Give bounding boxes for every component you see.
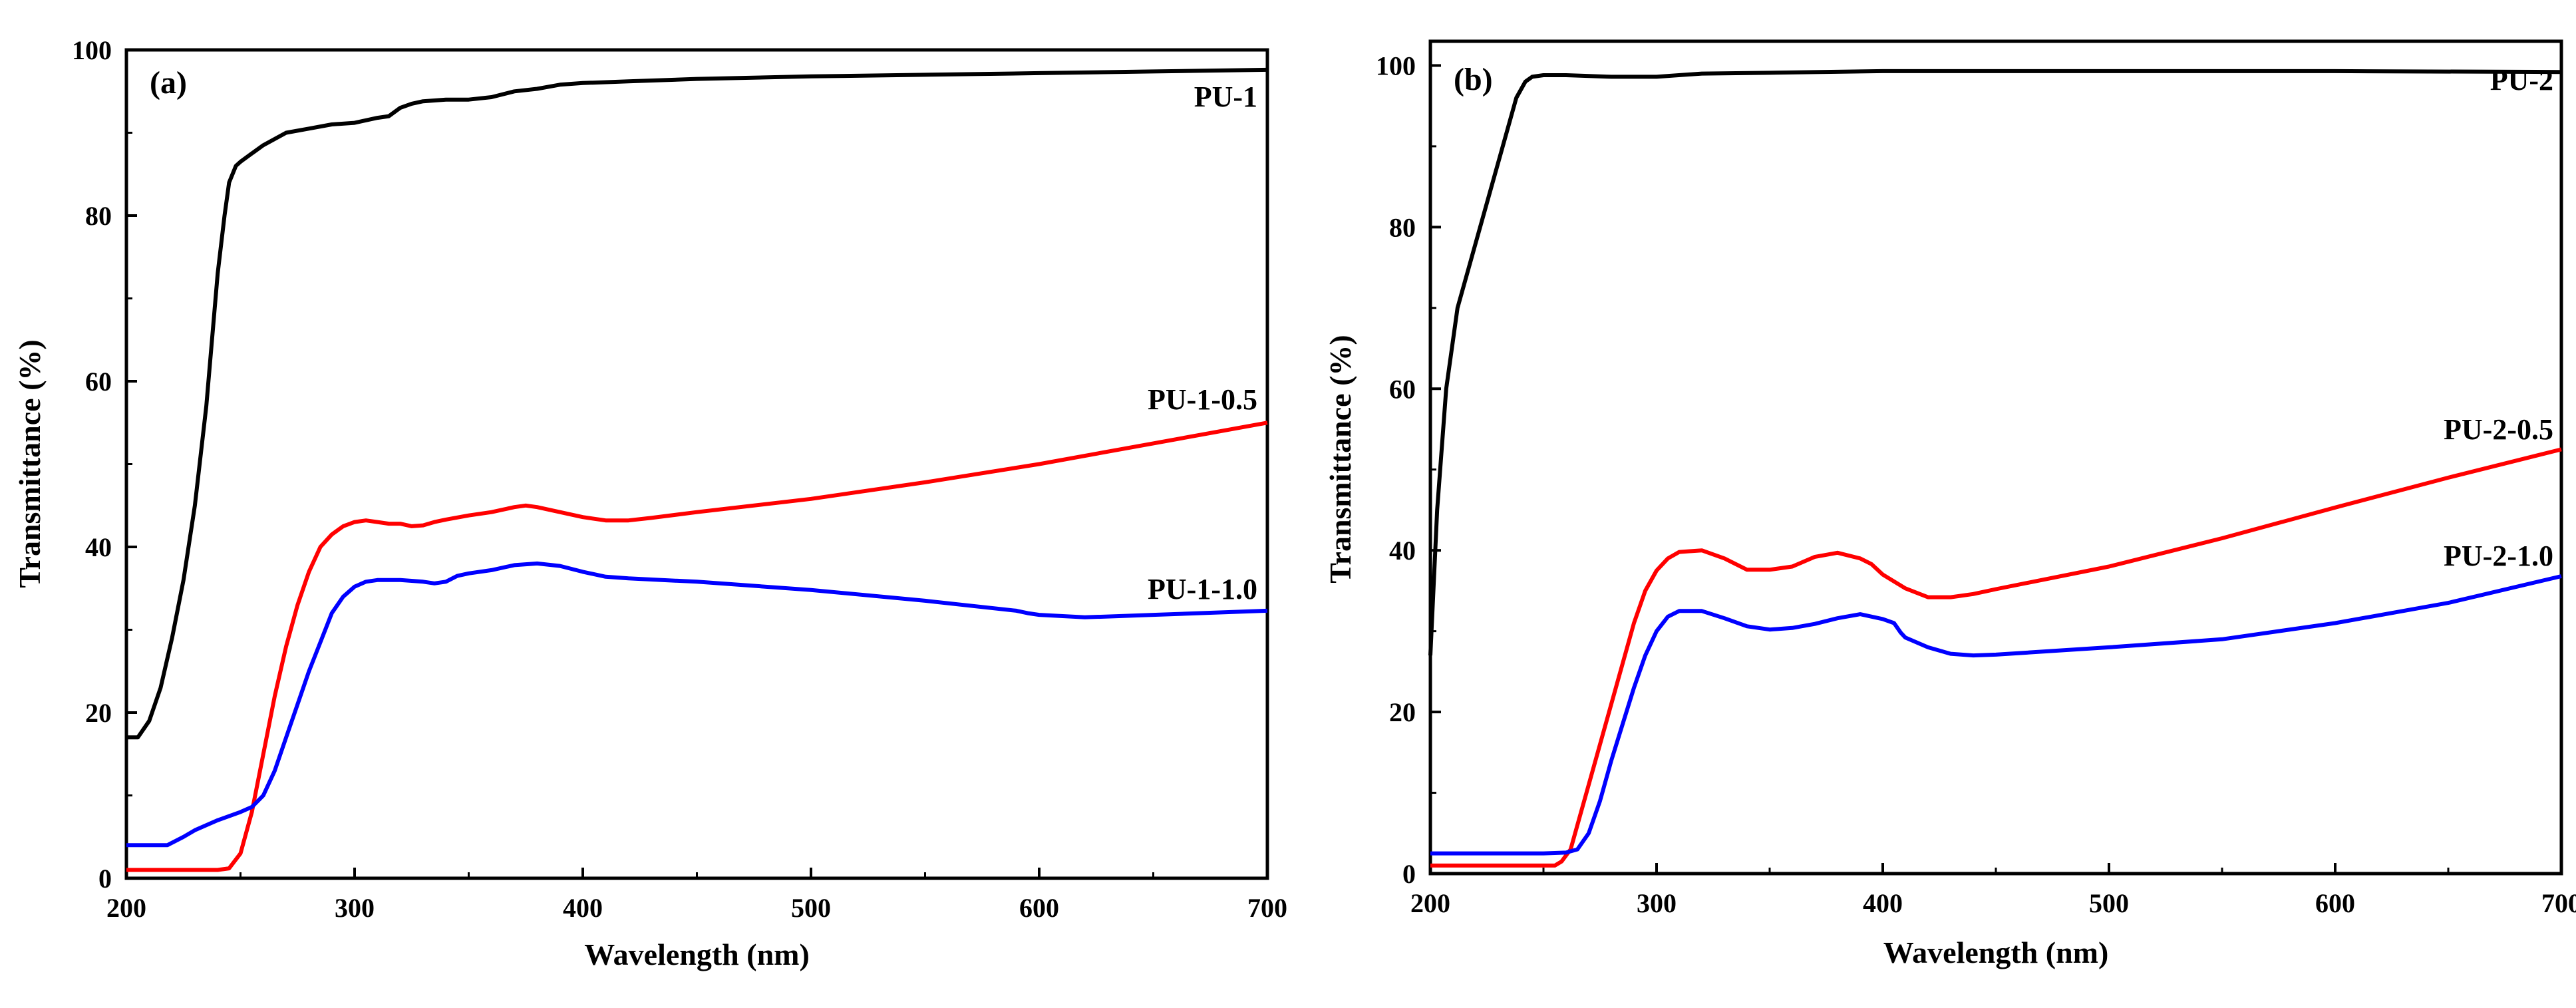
series-line-pu-2 <box>1428 69 2562 656</box>
x-tick-label: 400 <box>563 893 603 923</box>
series-line-pu-1-1-0 <box>126 561 1268 848</box>
series-line-pu-1-0-5 <box>126 420 1268 872</box>
x-tick-label: 600 <box>2315 888 2355 918</box>
series-label-pu-1-0-5: PU-1-0.5 <box>1148 383 1257 416</box>
y-tick-label: 40 <box>1389 536 1416 566</box>
y-tick-label: 80 <box>85 201 112 231</box>
y-tick-label: 100 <box>72 35 112 65</box>
y-tick-label: 60 <box>1389 374 1416 404</box>
y-tick-label: 0 <box>1402 859 1416 889</box>
y-tick-label: 20 <box>1389 697 1416 727</box>
panel-b: 200 300 400 500 600 700 0 20 40 60 80 100 (b) Wavel… <box>1323 39 2576 969</box>
series-line-pu-2-0-5 <box>1430 447 2562 868</box>
axis-ticks: 200 300 400 500 600 700 0 20 40 60 80 100 <box>1376 51 2576 918</box>
y-tick-label: 40 <box>85 532 112 562</box>
y-tick-label: 80 <box>1389 212 1416 242</box>
x-tick-label: 600 <box>1019 893 1059 923</box>
y-tick-label: 20 <box>85 698 112 728</box>
y-axis-title: Transmittance (%) <box>1323 335 1357 583</box>
x-tick-label: 500 <box>2089 888 2129 918</box>
x-axis-title: Wavelength (nm) <box>584 937 810 971</box>
series-label-pu-1-1-0: PU-1-1.0 <box>1148 573 1257 605</box>
series-line-pu-1 <box>126 67 1268 740</box>
y-tick-label: 0 <box>98 864 112 894</box>
x-tick-label: 700 <box>2541 888 2576 918</box>
x-axis-title: Wavelength (nm) <box>1883 935 2109 969</box>
plot-frame <box>124 48 1269 880</box>
series-label-pu-2: PU-2 <box>2490 64 2553 96</box>
x-tick-label: 200 <box>1410 888 1450 918</box>
y-tick-label: 100 <box>1376 51 1416 81</box>
x-tick-label: 300 <box>335 893 375 923</box>
x-tick-label: 500 <box>791 893 831 923</box>
series-line-pu-2-1-0 <box>1430 574 2562 856</box>
x-tick-label: 400 <box>1863 888 1903 918</box>
panel-a: 200 300 400 500 600 700 0 20 40 60 80 100 (a) Wavel… <box>13 35 1287 971</box>
series-group <box>126 67 1268 872</box>
axis-ticks: 200 300 400 500 600 700 0 20 40 60 80 100 <box>72 35 1287 923</box>
x-tick-label: 300 <box>1637 888 1677 918</box>
series-label-pu-2-0-5: PU-2-0.5 <box>2444 413 2553 446</box>
series-label-pu-1: PU-1 <box>1194 81 1257 113</box>
series-label-pu-2-1-0: PU-2-1.0 <box>2444 540 2553 572</box>
y-axis-title: Transmittance (%) <box>13 339 47 588</box>
panel-tag: (a) <box>150 65 187 100</box>
x-tick-label: 700 <box>1247 893 1287 923</box>
y-tick-label: 60 <box>85 367 112 397</box>
panel-tag: (b) <box>1454 62 1493 97</box>
x-tick-label: 200 <box>106 893 146 923</box>
series-group <box>1428 69 2562 868</box>
